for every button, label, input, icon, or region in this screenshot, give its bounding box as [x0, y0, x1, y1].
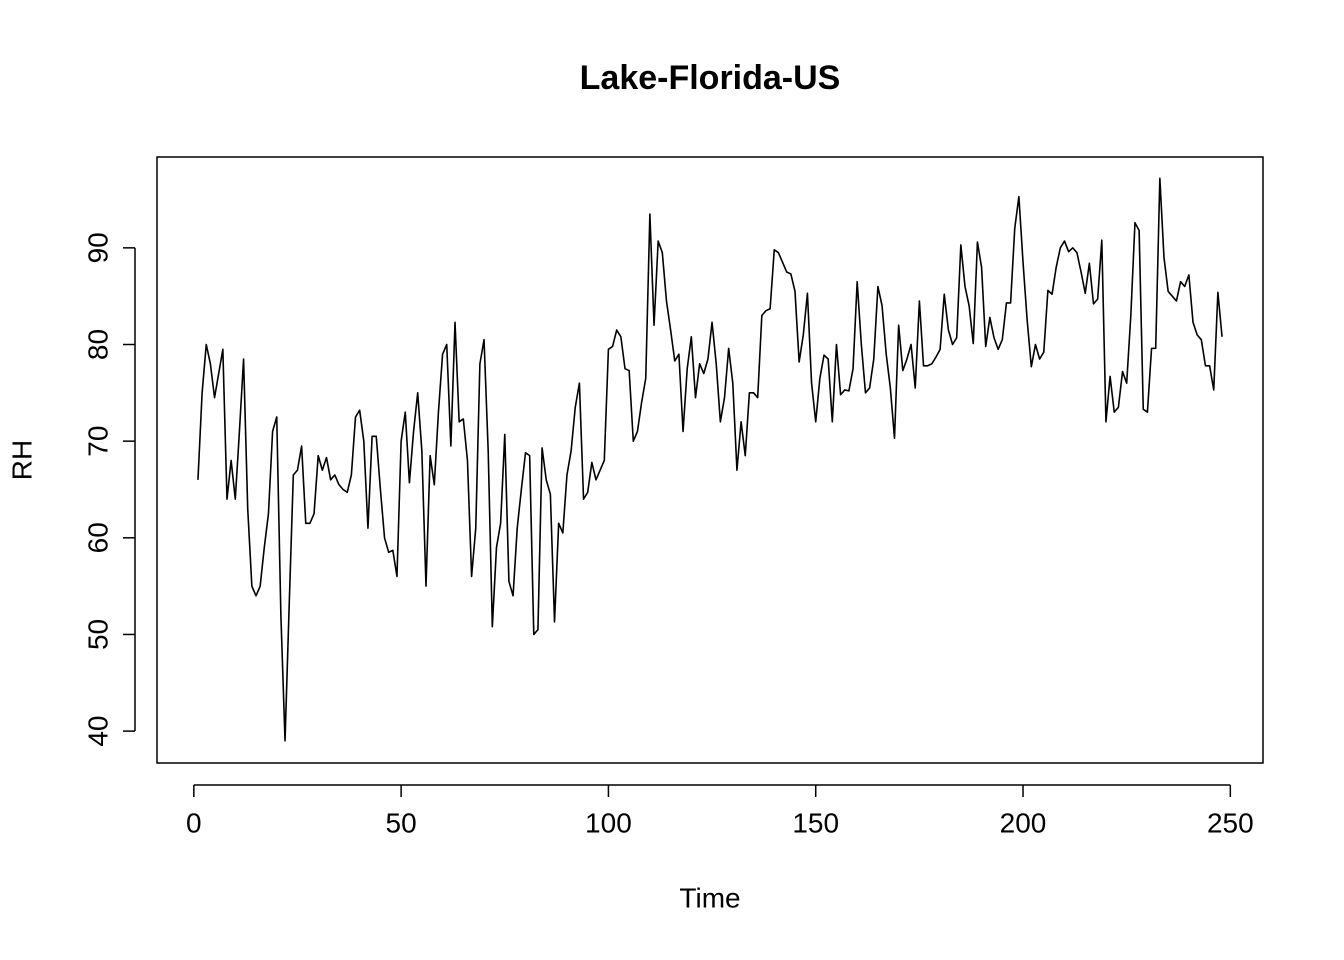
- x-tick-label: 100: [585, 807, 632, 838]
- y-axis-label: RH: [6, 440, 37, 480]
- y-tick-label: 90: [82, 232, 113, 263]
- x-tick-label: 150: [792, 807, 839, 838]
- y-tick-label: 70: [82, 426, 113, 457]
- chart-title: Lake-Florida-US: [580, 59, 841, 97]
- y-tick-label: 50: [82, 619, 113, 650]
- y-tick-label: 40: [82, 716, 113, 747]
- x-tick-label: 200: [1000, 807, 1047, 838]
- y-tick-label: 80: [82, 329, 113, 360]
- x-axis-label: Time: [679, 882, 740, 913]
- x-tick-label: 0: [186, 807, 202, 838]
- x-tick-label: 250: [1207, 807, 1254, 838]
- data-line: [197, 177, 1223, 742]
- x-tick-label: 50: [386, 807, 417, 838]
- y-tick-label: 60: [82, 522, 113, 553]
- plot-box: [156, 156, 1264, 764]
